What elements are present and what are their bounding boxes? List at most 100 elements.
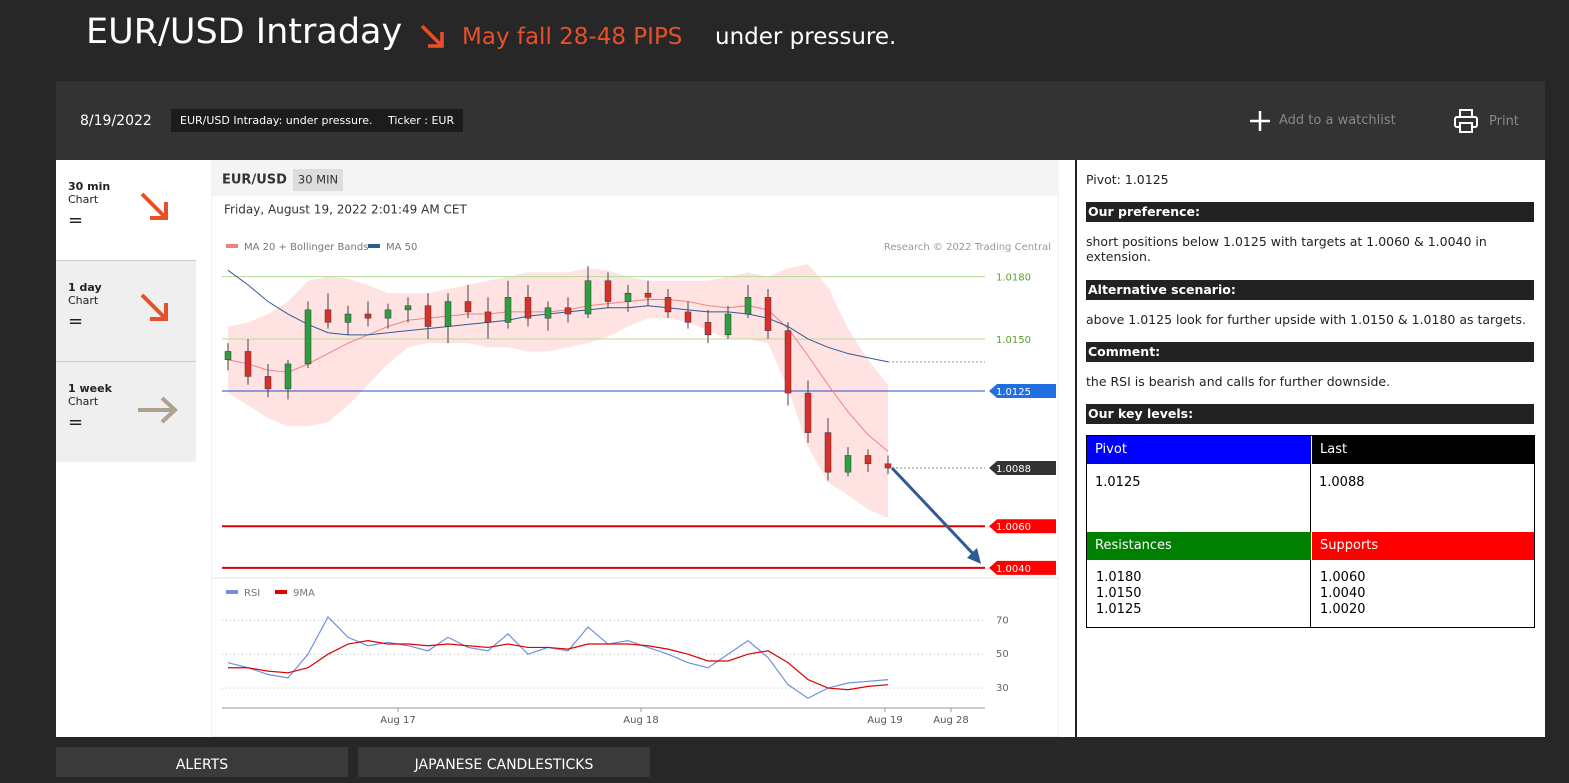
- candle-body: [464, 301, 472, 313]
- tab[interactable]: ALERTS: [56, 747, 348, 777]
- candle-body: [424, 305, 432, 327]
- print-icon[interactable]: [1453, 108, 1479, 134]
- candle-body: [404, 305, 412, 311]
- legend-label: MA 50: [386, 242, 417, 253]
- date: 8/19/2022: [80, 113, 152, 129]
- candle-body: [504, 297, 512, 323]
- candle-body: [764, 297, 772, 331]
- divider: [1075, 160, 1077, 737]
- signal: May fall 28-48 PIPS: [462, 24, 683, 50]
- status: under pressure.: [715, 24, 897, 50]
- state: =: [68, 412, 84, 433]
- supports-cell: 1.0060 1.0040 1.0020: [1311, 560, 1534, 627]
- level-label: 1.0125: [996, 387, 1031, 398]
- period-label: Chart: [68, 193, 99, 206]
- rsi-line: [228, 640, 889, 691]
- legend-swatch: [226, 244, 238, 248]
- last-header: Last: [1311, 436, 1534, 464]
- copyright: Research © 2022 Trading Central: [884, 242, 1051, 253]
- timestamp: Friday, August 19, 2022 2:01:49 AM CET: [224, 203, 467, 217]
- trend-icon: [140, 293, 168, 321]
- key-levels-table: Pivot Last 1.0125 1.0088 Resistances Sup…: [1086, 435, 1535, 628]
- candle-body: [664, 297, 672, 313]
- candle-body: [224, 351, 232, 361]
- rsi-tick-label: 30: [996, 683, 1009, 694]
- print[interactable]: Print: [1489, 114, 1519, 129]
- period-label: Chart: [68, 294, 99, 307]
- level-label: 1.0040: [996, 564, 1031, 575]
- section-text: the RSI is bearish and calls for further…: [1086, 374, 1391, 389]
- rsi-tick-label: 70: [996, 615, 1009, 626]
- section-text: above 1.0125 look for further upside wit…: [1086, 312, 1526, 327]
- legend-label: MA 20 + Bollinger Bands: [244, 242, 368, 253]
- candle-body: [284, 363, 292, 390]
- resistance: 1.0150: [1096, 586, 1142, 601]
- candle-body: [344, 313, 352, 323]
- level-label: 1.0150: [996, 335, 1031, 346]
- x-tick-label: Aug 18: [623, 715, 658, 726]
- chart: EUR/USD 30 MIN Friday, August 19, 2022 2…: [211, 160, 1059, 737]
- level-label: 1.0060: [996, 522, 1031, 533]
- title: EUR/USD Intraday: [86, 12, 403, 52]
- period: 1 day: [68, 281, 102, 294]
- timeframe[interactable]: 1 week Chart =: [56, 362, 196, 462]
- resistances-cell: 1.0180 1.0150 1.0125: [1087, 560, 1311, 627]
- legend-label: RSI: [244, 588, 260, 599]
- candle-body: [804, 392, 812, 433]
- level-box: [989, 560, 1056, 575]
- tag[interactable]: EUR/USD Intraday: under pressure.: [171, 109, 382, 132]
- x-tick-label: Aug 17: [380, 715, 415, 726]
- section-text: short positions below 1.0125 with target…: [1086, 234, 1487, 264]
- plus-icon[interactable]: [1249, 110, 1271, 132]
- support: 1.0060: [1320, 570, 1366, 585]
- candle-body: [784, 330, 792, 394]
- legend-label: 9MA: [293, 588, 315, 599]
- candle-body: [304, 309, 312, 365]
- candle-body: [704, 322, 712, 336]
- level-box: [989, 460, 1056, 475]
- target-arrow: [890, 466, 977, 557]
- candle-body: [244, 351, 252, 377]
- supports-header: Supports: [1311, 532, 1534, 560]
- candle-body: [824, 432, 832, 473]
- section-heading: Alternative scenario:: [1086, 280, 1534, 300]
- candle-body: [384, 309, 392, 319]
- ma50-line: [227, 269, 889, 363]
- candle-body: [724, 313, 732, 336]
- pivot: Pivot: 1.0125: [1086, 172, 1169, 187]
- candle-body: [844, 455, 852, 473]
- resistance: 1.0180: [1096, 570, 1142, 585]
- candle-body: [864, 455, 872, 465]
- section-heading: Our key levels:: [1086, 404, 1534, 424]
- level-label: 1.0088: [996, 464, 1031, 475]
- section-heading: Our preference:: [1086, 202, 1534, 222]
- candle-body: [544, 307, 552, 319]
- state: =: [68, 210, 84, 231]
- candle-body: [624, 292, 632, 302]
- state: =: [68, 311, 84, 332]
- interval: 30 MIN: [298, 173, 338, 187]
- tab[interactable]: JAPANESE CANDLESTICKS: [358, 747, 650, 777]
- support: 1.0040: [1320, 586, 1366, 601]
- legend-swatch: [368, 244, 380, 248]
- chart-frame: [211, 160, 1059, 737]
- x-tick-label: Aug 19: [867, 715, 902, 726]
- candle-body: [364, 313, 372, 319]
- rsi-tick-label: 50: [996, 649, 1009, 660]
- candle-body: [744, 297, 752, 315]
- candle-body: [444, 301, 452, 327]
- candle-body: [884, 463, 892, 469]
- period: 30 min: [68, 180, 111, 193]
- timeframe[interactable]: 1 day Chart =: [56, 261, 196, 362]
- candle-body: [484, 311, 492, 323]
- candle-body: [564, 307, 572, 315]
- watchlist[interactable]: Add to a watchlist: [1279, 113, 1396, 128]
- tag[interactable]: Ticker : EUR: [379, 109, 464, 132]
- target-arrowhead: [967, 547, 981, 564]
- period: 1 week: [68, 382, 112, 395]
- candle-body: [684, 311, 692, 323]
- pivot-value: 1.0125: [1087, 464, 1311, 532]
- candle-body: [524, 297, 532, 319]
- trend-icon: [140, 192, 168, 220]
- timeframe[interactable]: 30 min Chart =: [56, 160, 196, 261]
